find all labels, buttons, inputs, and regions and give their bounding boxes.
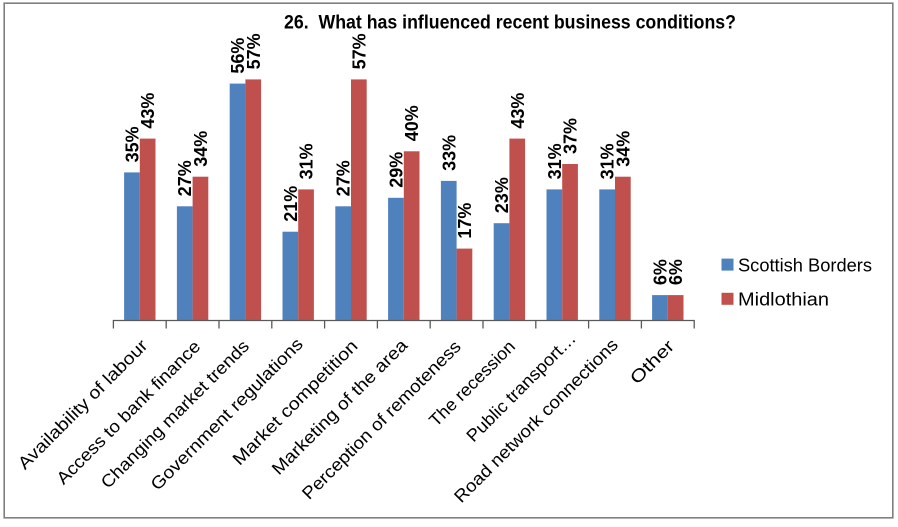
svg-text:56%: 56%	[228, 38, 248, 74]
svg-text:23%: 23%	[492, 177, 512, 213]
svg-text:29%: 29%	[386, 152, 406, 188]
svg-text:26. What has influenced recen: 26. What has influenced recent business …	[284, 12, 736, 34]
svg-text:57%: 57%	[244, 33, 264, 69]
svg-text:43%: 43%	[138, 93, 158, 129]
svg-text:21%: 21%	[281, 186, 301, 222]
svg-text:6%: 6%	[650, 259, 670, 285]
svg-text:31%: 31%	[598, 143, 618, 179]
svg-text:Midlothian: Midlothian	[738, 290, 829, 310]
svg-text:31%: 31%	[545, 143, 565, 179]
svg-text:40%: 40%	[402, 105, 422, 141]
svg-text:Scottish Borders: Scottish Borders	[738, 255, 872, 275]
svg-text:31%: 31%	[297, 143, 317, 179]
svg-text:34%: 34%	[613, 131, 633, 167]
svg-text:27%: 27%	[334, 160, 354, 196]
svg-text:37%: 37%	[561, 118, 581, 154]
svg-text:33%: 33%	[439, 135, 459, 171]
svg-text:34%: 34%	[191, 131, 211, 167]
svg-text:6%: 6%	[666, 259, 686, 285]
svg-text:57%: 57%	[349, 33, 369, 69]
svg-text:17%: 17%	[455, 203, 475, 239]
svg-text:27%: 27%	[175, 160, 195, 196]
svg-text:35%: 35%	[123, 126, 143, 162]
svg-text:43%: 43%	[508, 93, 528, 129]
